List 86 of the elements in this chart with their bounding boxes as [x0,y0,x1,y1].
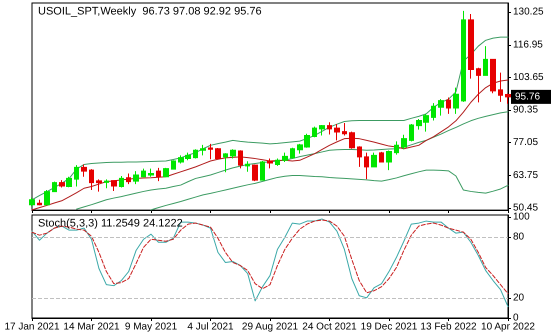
candlestick [394,140,399,156]
x-tick-label: 29 Aug 2021 [242,322,299,332]
candlestick [223,152,228,173]
candlestick [104,178,109,189]
candlestick [119,175,124,188]
y-tick-label: 63.75 [513,170,538,181]
candlestick [96,178,102,192]
candlestick [66,176,72,188]
candlestick [111,180,117,192]
candlestick [290,147,295,160]
candlestick [252,164,258,182]
candlestick [245,160,250,172]
candlestick [357,146,362,168]
candlestick [193,148,198,160]
candlestick [89,168,94,190]
candlestick [364,152,369,180]
x-tick-label: 4 Jul 2021 [187,322,234,332]
y-tick-label: 77.05 [513,137,538,148]
candlestick [379,151,384,163]
candlestick [282,152,288,162]
line-series [76,111,508,210]
y-tick-label: 80 [513,232,525,243]
y-tick-label: 130.25 [513,6,544,18]
chart-title: USOIL_SPT,Weekly 96.73 97.08 92.92 95.76 [38,6,262,18]
candlestick [215,148,221,160]
candlestick [126,173,131,185]
candlestick [431,102,436,122]
candlestick [312,126,317,138]
candlestick [141,168,146,178]
candlestick [163,167,169,178]
line-series [150,170,508,210]
candlestick [267,158,273,169]
candlestick [200,144,206,156]
line-series [32,220,508,294]
candlestick [483,46,488,76]
x-tick-label: 13 Feb 2022 [420,322,478,332]
candlestick [52,181,57,193]
candlestick [409,123,414,142]
candlestick [371,152,377,168]
candlestick [386,150,392,171]
y-tick-label: 50.45 [513,202,538,214]
candlestick [401,134,407,150]
candlestick [468,14,474,80]
y-tick-label: 20 [513,292,525,304]
candlestick [490,58,496,94]
candlestick [171,160,176,170]
candlestick [156,167,161,182]
line-series [32,36,508,200]
candlestick [438,98,444,116]
candlestick [342,122,347,136]
y-tick-label: 103.65 [513,72,544,83]
x-tick-label: 14 Mar 2021 [63,322,120,332]
candlestick [208,143,213,160]
y-tick-label: 116.95 [513,39,544,50]
candlestick [498,72,503,102]
candlestick [230,148,236,160]
candlestick [319,124,325,136]
x-tick-label: 9 May 2021 [124,322,178,332]
candlestick [453,87,459,114]
candlestick [461,10,466,102]
candlestick [238,150,243,169]
candlestick [44,189,50,206]
x-tick-label: 19 Dec 2021 [360,322,418,332]
candlestick [81,164,87,178]
candlestick [446,96,451,114]
y-tick-label: 0 [513,312,519,324]
candlestick [29,197,35,207]
candlestick [133,170,139,185]
x-tick-label: 17 Jan 2021 [4,322,60,332]
candlestick [148,168,154,178]
candlestick [59,180,65,188]
y-tick-label: 100 [513,212,530,223]
candlestick [476,67,481,103]
candlestick [505,93,511,104]
y-tick-label: 90.35 [513,104,538,116]
x-tick-label: 10 Apr 2022 [481,322,536,332]
line-series [32,218,508,308]
x-tick-label: 24 Oct 2021 [302,322,358,332]
candlestick [37,199,42,206]
candlestick [74,164,79,188]
candlestick [349,131,355,150]
candlestick [334,123,340,141]
candlestick [275,158,280,166]
candlestick [327,122,332,136]
annotation: 95.76 [515,91,540,102]
candlestick [260,160,265,181]
